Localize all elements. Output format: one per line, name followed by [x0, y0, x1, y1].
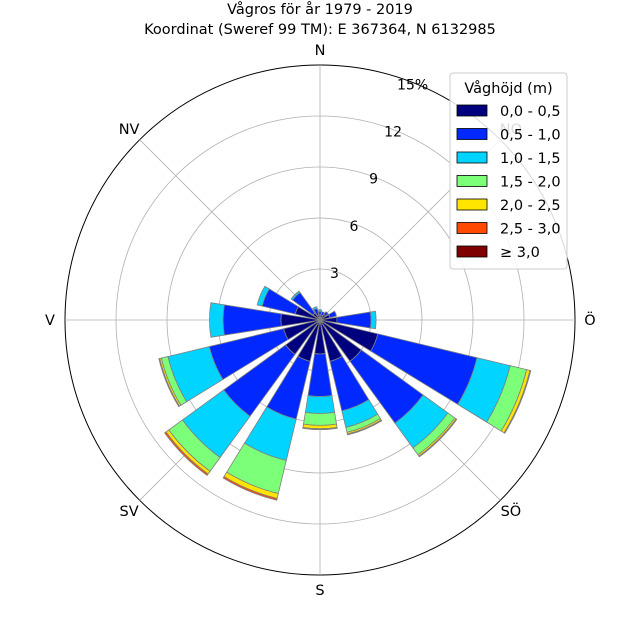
rose-bar-segment	[256, 285, 270, 307]
radial-tick-label: 3	[330, 266, 339, 282]
rose-bar-segment	[307, 353, 333, 397]
rose-bar-segment	[222, 475, 278, 501]
direction-label: N	[315, 43, 326, 59]
legend-box	[449, 72, 568, 270]
rose-bar-segment	[503, 369, 532, 434]
direction-label: V	[45, 313, 55, 329]
grid-spoke	[139, 139, 321, 321]
legend-label: 2,5 - 3,0	[500, 222, 561, 238]
chart-subtitle: Koordinat (Sweref 99 TM): E 367364, N 61…	[144, 22, 496, 38]
legend-swatch	[456, 128, 488, 140]
rose-bar-segment	[302, 427, 338, 431]
direction-label: S	[315, 583, 324, 599]
rose-bar-segment	[312, 306, 318, 311]
rose-bar-segment	[418, 418, 458, 458]
legend-label: 1,5 - 2,0	[500, 175, 561, 191]
rose-bar-segment	[346, 419, 383, 436]
radial-tick-label: 6	[350, 219, 359, 235]
rose-bar-segment	[290, 290, 301, 301]
legend-label: 0,5 - 1,0	[500, 128, 561, 144]
rose-bar-segment	[323, 311, 329, 317]
rose-bar-segment	[317, 309, 323, 313]
rose-bar-segment	[328, 310, 338, 319]
legend-swatch	[456, 151, 488, 164]
rose-bar-segment	[164, 431, 209, 476]
rose-bar-segment	[369, 310, 377, 330]
legend-swatch	[456, 175, 488, 187]
rose-bar-segment	[209, 302, 225, 338]
direction-label: SV	[120, 504, 139, 520]
legend: Våghöjd (m) 0,0 - 0,5 0,5 - 1,0 1,0 - 1,5 1,…	[449, 72, 568, 270]
legend-swatch	[456, 104, 488, 117]
legend-swatch	[456, 222, 488, 234]
rose-bar-segment	[304, 395, 336, 414]
legend-title: Våghöjd (m)	[464, 80, 552, 97]
legend-label: 1,0 - 1,5	[500, 151, 561, 167]
rose-bar-segment	[158, 358, 180, 408]
direction-label: SÖ	[501, 502, 522, 520]
rose-bar-segment	[222, 304, 282, 336]
direction-label: Ö	[584, 311, 595, 329]
legend-label: 2,0 - 2,5	[500, 198, 561, 214]
legend-label: ≥ 3,0	[500, 245, 540, 261]
legend-label: 0,0 - 0,5	[500, 104, 561, 120]
radial-tick-label: 9	[369, 172, 378, 188]
radial-tick-label: 12	[384, 125, 402, 141]
legend-swatch	[456, 245, 488, 258]
rose-bar-segment	[303, 411, 337, 426]
direction-label: NV	[119, 122, 140, 138]
chart-title: Vågros för år 1979 - 2019	[227, 1, 413, 18]
legend-swatch	[456, 198, 488, 211]
radial-tick-label: 15%	[397, 77, 428, 93]
rose-bar-segment	[320, 311, 325, 317]
wind-rose-bars	[158, 285, 532, 501]
